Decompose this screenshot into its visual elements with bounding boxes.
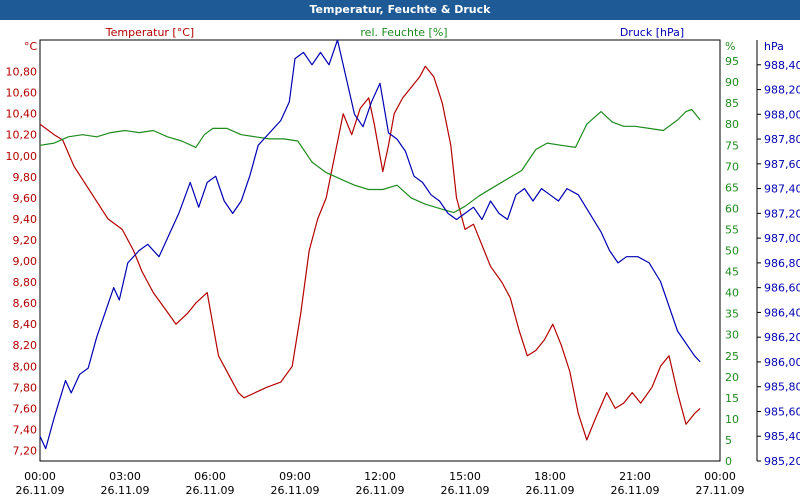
humidity-tick: 0: [725, 455, 732, 468]
humidity-tick: 65: [725, 181, 739, 194]
humidity-tick: 15: [725, 392, 739, 405]
humidity-tick: 10: [725, 413, 739, 426]
x-tick-date: 26.11.09: [101, 484, 150, 497]
pressure-tick: 988,00: [764, 108, 800, 121]
humidity-tick: 80: [725, 118, 739, 131]
x-tick-time: 15:00: [449, 470, 481, 483]
temperature-tick: 7,20: [13, 444, 38, 457]
pressure-axis-label: Druck [hPa]: [620, 26, 684, 39]
x-tick-date: 27.11.09: [696, 484, 745, 497]
humidity-tick: 5: [725, 434, 732, 447]
humidity-tick: 70: [725, 160, 739, 173]
x-tick-date: 26.11.09: [16, 484, 65, 497]
temperature-tick: 10,80: [6, 66, 38, 79]
x-tick-time: 09:00: [279, 470, 311, 483]
temperature-tick: 7,40: [13, 423, 38, 436]
series-line-humidity: [39, 108, 701, 214]
x-tick-time: 21:00: [619, 470, 651, 483]
pressure-tick: 985,40: [764, 430, 800, 443]
temperature-tick: 8,60: [13, 297, 38, 310]
humidity-tick: 20: [725, 371, 739, 384]
humidity-tick: 25: [725, 350, 739, 363]
x-tick-time: 06:00: [194, 470, 226, 483]
humidity-tick: 90: [725, 76, 739, 89]
pressure-tick: 986,00: [764, 356, 800, 369]
temperature-tick: 10,40: [6, 108, 38, 121]
temperature-tick: 7,60: [13, 402, 38, 415]
temperature-tick: 9,00: [13, 255, 38, 268]
tick-labels: 00:0026.11.0903:0026.11.0906:0026.11.090…: [6, 55, 800, 497]
temperature-tick: 7,80: [13, 381, 38, 394]
pressure-tick: 987,80: [764, 133, 800, 146]
temperature-tick: 10,20: [6, 129, 38, 142]
humidity-axis-label: rel. Feuchte [%]: [360, 26, 447, 39]
humidity-tick: 60: [725, 202, 739, 215]
x-tick-date: 26.11.09: [611, 484, 660, 497]
pressure-tick: 988,40: [764, 59, 800, 72]
pressure-tick: 987,20: [764, 207, 800, 220]
x-tick-date: 26.11.09: [186, 484, 235, 497]
humidity-tick: 30: [725, 329, 739, 342]
temperature-tick: 10,00: [6, 150, 38, 163]
x-tick-time: 12:00: [364, 470, 396, 483]
temperature-tick: 8,80: [13, 276, 38, 289]
humidity-unit: %: [725, 40, 735, 53]
pressure-tick: 988,20: [764, 84, 800, 97]
temperature-tick: 8,40: [13, 318, 38, 331]
temperature-tick: 9,40: [13, 213, 38, 226]
x-tick-date: 26.11.09: [271, 484, 320, 497]
temperature-tick: 9,80: [13, 171, 38, 184]
x-tick-date: 26.11.09: [356, 484, 405, 497]
x-tick-time: 00:00: [24, 470, 56, 483]
temperature-tick: 9,60: [13, 192, 38, 205]
pressure-tick: 986,20: [764, 331, 800, 344]
series-line-pressure: [39, 39, 701, 450]
temperature-axis-label: Temperatur [°C]: [105, 26, 194, 39]
pressure-tick: 987,60: [764, 158, 800, 171]
pressure-tick: 985,60: [764, 405, 800, 418]
pressure-unit: hPa: [764, 40, 784, 53]
pressure-tick: 986,80: [764, 257, 800, 270]
series: [39, 39, 701, 450]
humidity-tick: 35: [725, 308, 739, 321]
pressure-tick: 987,40: [764, 183, 800, 196]
x-tick-date: 26.11.09: [441, 484, 490, 497]
humidity-tick: 45: [725, 266, 739, 279]
humidity-tick: 50: [725, 245, 739, 258]
chart-title: Temperatur, Feuchte & Druck: [0, 0, 800, 20]
temperature-unit: °C: [24, 40, 38, 53]
humidity-tick: 95: [725, 55, 739, 68]
humidity-tick: 40: [725, 287, 739, 300]
humidity-tick: 55: [725, 223, 739, 236]
humidity-tick: 75: [725, 139, 739, 152]
chart-area: 00:0026.11.0903:0026.11.0906:0026.11.090…: [6, 26, 800, 497]
x-tick-date: 26.11.09: [526, 484, 575, 497]
temperature-tick: 8,20: [13, 339, 38, 352]
pressure-tick: 986,60: [764, 282, 800, 295]
pressure-tick: 985,80: [764, 381, 800, 394]
temperature-tick: 10,60: [6, 87, 38, 100]
x-tick-time: 18:00: [534, 470, 566, 483]
pressure-tick: 986,40: [764, 306, 800, 319]
humidity-tick: 85: [725, 97, 739, 110]
plot-frame: [39, 39, 721, 462]
pressure-tick: 987,00: [764, 232, 800, 245]
x-tick-time: 00:00: [704, 470, 736, 483]
pressure-tick: 985,20: [764, 455, 800, 468]
series-line-temperature: [39, 65, 701, 441]
temperature-tick: 9,20: [13, 234, 38, 247]
temperature-tick: 8,00: [13, 360, 38, 373]
x-tick-time: 03:00: [109, 470, 141, 483]
